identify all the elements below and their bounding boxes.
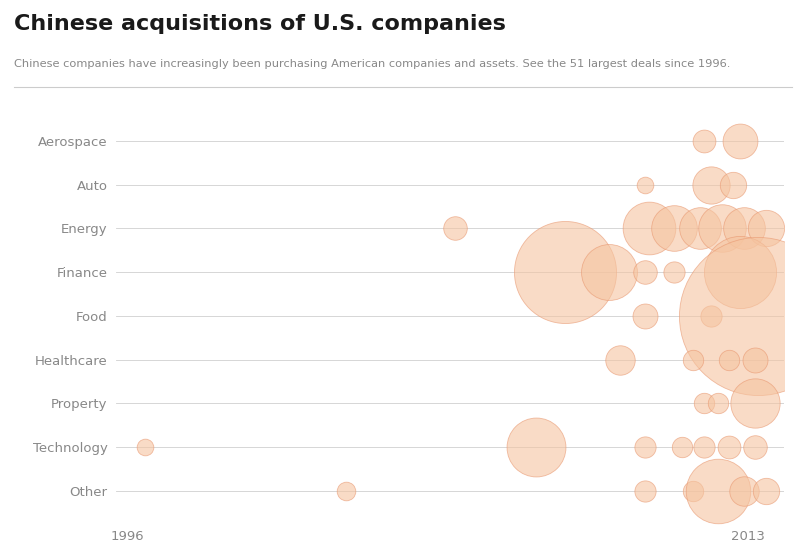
Point [639,311,652,320]
Point [614,355,626,364]
Point [748,442,761,451]
Point [642,224,655,233]
Point [694,224,706,233]
Point [712,486,725,495]
Text: Chinese acquisitions of U.S. companies: Chinese acquisitions of U.S. companies [14,14,506,34]
Point [748,399,761,408]
Point [712,399,725,408]
Point [738,486,750,495]
Point [668,268,681,277]
Point [759,486,772,495]
Point [668,224,681,233]
Point [698,442,710,451]
Point [698,399,710,408]
Point [748,355,761,364]
Point [639,268,652,277]
Point [698,137,710,146]
Point [339,486,352,495]
Point [715,224,728,233]
Point [734,137,746,146]
Point [558,268,571,277]
Point [723,442,736,451]
Point [639,442,652,451]
Text: Chinese companies have increasingly been purchasing American companies and asset: Chinese companies have increasingly been… [14,59,730,69]
Point [139,442,152,451]
Point [726,181,739,190]
Point [602,268,615,277]
Point [759,224,772,233]
Point [752,311,765,320]
Point [675,442,688,451]
Point [723,355,736,364]
Point [705,181,718,190]
Point [530,442,542,451]
Point [686,355,699,364]
Point [705,311,718,320]
Point [686,486,699,495]
Point [639,486,652,495]
Point [449,224,462,233]
Point [734,268,746,277]
Point [738,224,750,233]
Point [639,181,652,190]
